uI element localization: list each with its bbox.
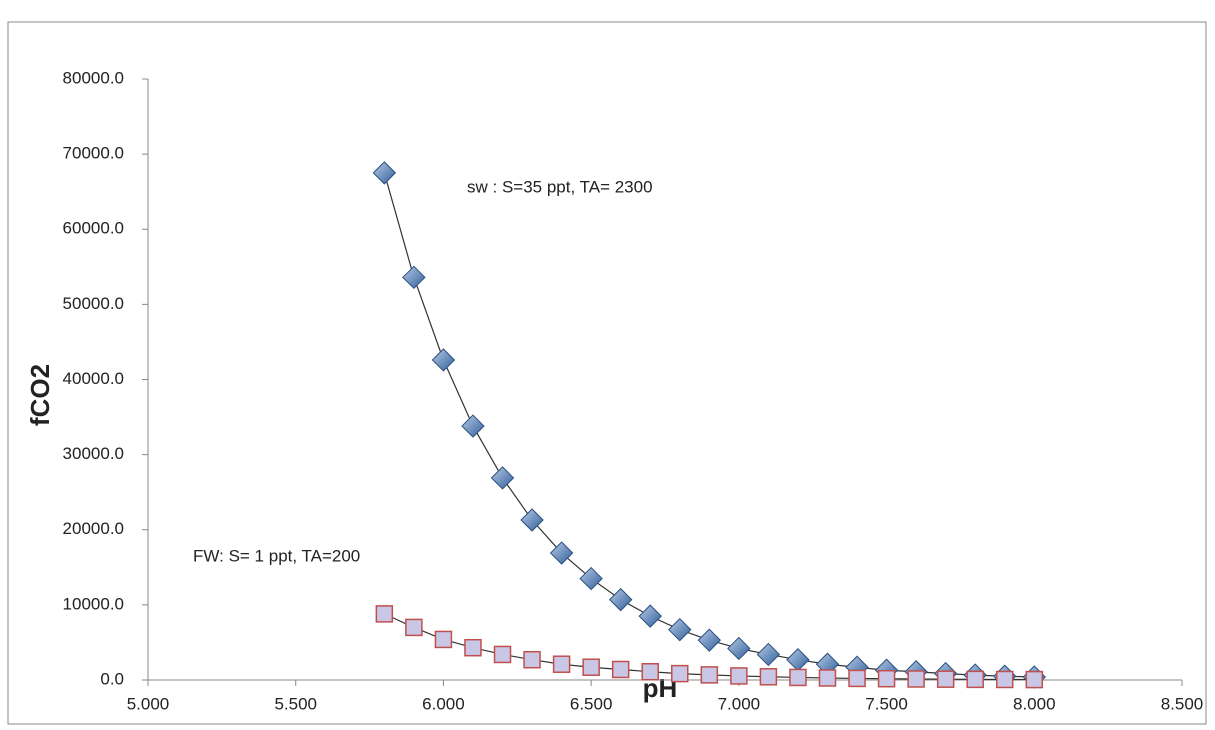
point <box>490 466 515 490</box>
y-tick-label: 70000.0 <box>63 144 124 163</box>
y-axis-label: fCO2 <box>25 364 55 426</box>
point <box>727 636 751 661</box>
point <box>789 668 807 687</box>
x-tick-label: 6.500 <box>570 694 613 713</box>
point <box>552 655 571 673</box>
point <box>434 630 453 649</box>
point <box>582 658 600 676</box>
point <box>730 667 748 685</box>
point <box>372 161 397 185</box>
annotation: sw : S=35 ppt, TA= 2300 <box>467 177 653 196</box>
point <box>877 669 896 688</box>
x-tick-label: 5.000 <box>127 694 170 713</box>
point <box>668 617 692 642</box>
point <box>995 670 1014 689</box>
annotation: FW: S= 1 ppt, TA=200 <box>193 546 360 565</box>
point <box>907 670 925 688</box>
x-tick-label: 8.000 <box>1013 694 1056 713</box>
y-tick-label: 60000.0 <box>63 219 124 238</box>
point <box>697 628 722 652</box>
point <box>671 664 689 683</box>
point <box>402 265 426 290</box>
point <box>936 670 955 688</box>
point <box>848 669 866 688</box>
x-tick-label: 5.500 <box>274 694 317 713</box>
point <box>493 645 512 664</box>
point <box>523 650 541 669</box>
point <box>756 642 781 667</box>
y-tick-label: 0.0 <box>100 669 124 688</box>
point <box>579 566 603 591</box>
x-tick-label: 7.500 <box>865 694 908 713</box>
point <box>375 605 394 623</box>
point <box>1025 670 1044 689</box>
x-tick-label: 6.000 <box>422 694 465 713</box>
point <box>431 348 456 372</box>
y-tick-label: 20000.0 <box>63 519 124 538</box>
x-tick-label: 7.000 <box>718 694 761 713</box>
x-tick-label: 8.500 <box>1161 694 1204 713</box>
point <box>461 414 485 438</box>
point <box>549 541 574 565</box>
point <box>759 668 778 686</box>
point <box>818 669 837 687</box>
y-tick-label: 80000.0 <box>63 68 124 87</box>
y-tick-label: 10000.0 <box>63 594 124 613</box>
point <box>405 618 423 637</box>
point <box>608 587 633 612</box>
point <box>520 508 544 532</box>
point <box>966 670 984 689</box>
y-tick-label: 40000.0 <box>63 369 124 388</box>
point <box>700 666 719 684</box>
point <box>641 662 659 681</box>
y-tick-label: 50000.0 <box>63 294 124 313</box>
point <box>611 660 630 679</box>
point <box>638 604 662 628</box>
y-tick-label: 30000.0 <box>63 444 124 463</box>
point <box>464 638 482 657</box>
chart-border <box>7 21 1207 725</box>
